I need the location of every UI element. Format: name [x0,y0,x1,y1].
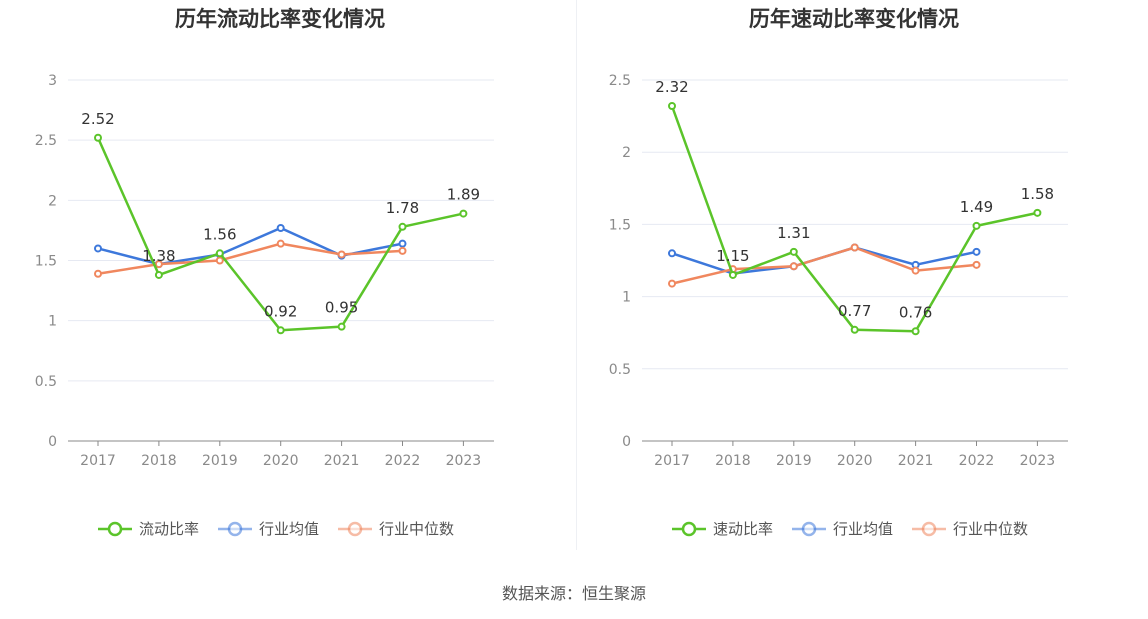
data-label: 1.38 [142,247,175,265]
data-point [911,266,920,275]
chart-title: 历年流动比率变化情况 [175,7,385,31]
data-point [789,262,798,271]
legend-marker [801,521,817,537]
data-label: 0.92 [264,302,297,320]
legend-label: 行业均值 [259,520,319,538]
legend-marker [921,521,937,537]
x-tick-label: 2017 [654,453,690,469]
y-tick-label: 1.5 [609,217,631,233]
y-tick-label: 0 [622,434,631,450]
data-point [276,224,285,233]
x-tick-label: 2022 [385,453,421,469]
data-point [1033,208,1042,217]
legend-item[interactable]: 行业均值 [792,520,893,538]
data-point [668,101,676,110]
legend-item[interactable]: 速动比率 [672,520,773,538]
data-label: 1.49 [960,198,993,216]
y-tick-label: 1.5 [35,254,57,270]
x-tick-label: 2017 [80,453,116,469]
data-point [459,209,468,218]
data-point [728,270,737,279]
data-point [398,222,407,231]
chart-divider [576,0,577,550]
data-label: 0.95 [325,299,358,317]
data-point [398,246,407,255]
x-tick-label: 2019 [202,453,238,469]
data-point [154,260,163,269]
data-point [276,239,285,248]
data-point [972,260,981,269]
legend-marker [227,521,243,537]
y-tick-label: 0.5 [35,374,57,390]
data-label: 1.31 [777,224,810,242]
legend-marker [681,521,697,537]
x-tick-label: 2023 [446,453,482,469]
y-tick-label: 2 [622,145,631,161]
data-point [337,322,346,331]
data-label: 1.89 [447,186,480,204]
legend-label: 行业中位数 [953,520,1028,538]
data-point [850,243,859,252]
data-label: 2.32 [655,78,688,96]
legend-label: 速动比率 [713,520,773,538]
legend-item[interactable]: 行业均值 [218,520,319,538]
legend-item[interactable]: 流动比率 [98,520,199,538]
data-point [276,326,285,335]
y-tick-label: 2.5 [609,73,631,89]
data-label: 1.56 [203,225,236,243]
data-label: 1.15 [716,247,749,265]
legend-label: 行业中位数 [379,520,454,538]
y-tick-label: 1 [48,314,57,330]
current-ratio-chart: 历年流动比率变化情况 0 0.5 1 1.5 2 2.5 3 2017 2018 2019 2020 2… [35,7,494,538]
y-tick-label: 3 [48,73,57,89]
data-source-text: 数据来源：恒生聚源 [501,584,646,603]
x-tick-label: 2021 [898,453,934,469]
data-point [154,270,163,279]
data-point [215,256,224,265]
data-point [972,221,981,230]
series-line [671,246,977,285]
y-tick-label: 0 [48,434,57,450]
chart-title: 历年速动比率变化情况 [749,7,959,31]
x-tick-label: 2022 [959,453,995,469]
data-label: 1.78 [386,199,419,217]
data-point [94,133,102,142]
data-point [972,247,981,256]
data-point [911,327,920,336]
y-tick-label: 1 [622,290,631,306]
legend-item[interactable]: 行业中位数 [338,520,454,538]
x-tick-label: 2020 [263,453,299,469]
data-point [94,244,102,253]
data-point [668,279,676,288]
x-tick-label: 2018 [141,453,177,469]
y-tick-label: 2 [48,193,57,209]
series-line [97,242,403,275]
x-tick-label: 2023 [1020,453,1056,469]
legend-item[interactable]: 行业中位数 [912,520,1028,538]
legend-label: 流动比率 [139,520,199,538]
legend-marker [347,521,363,537]
legend-label: 行业均值 [833,520,893,538]
x-tick-label: 2019 [776,453,812,469]
x-tick-label: 2021 [324,453,360,469]
legend-marker [107,521,123,537]
data-label: 2.52 [81,110,114,128]
series-line [670,105,1038,333]
y-tick-label: 2.5 [35,133,57,149]
data-label: 1.58 [1021,185,1054,203]
x-tick-label: 2018 [715,453,751,469]
data-point [789,247,798,256]
data-point [337,250,346,259]
data-point [215,249,224,258]
data-point [94,269,102,278]
data-label: 0.77 [838,302,871,320]
quick-ratio-chart: 历年速动比率变化情况 0 0.5 1 1.5 2 2.5 2017 2018 2019 2020 20… [609,7,1068,538]
data-label: 0.76 [899,303,932,321]
y-tick-label: 0.5 [609,362,631,378]
data-point [398,239,407,248]
data-point [668,249,676,258]
x-tick-label: 2020 [837,453,873,469]
data-point [850,325,859,334]
